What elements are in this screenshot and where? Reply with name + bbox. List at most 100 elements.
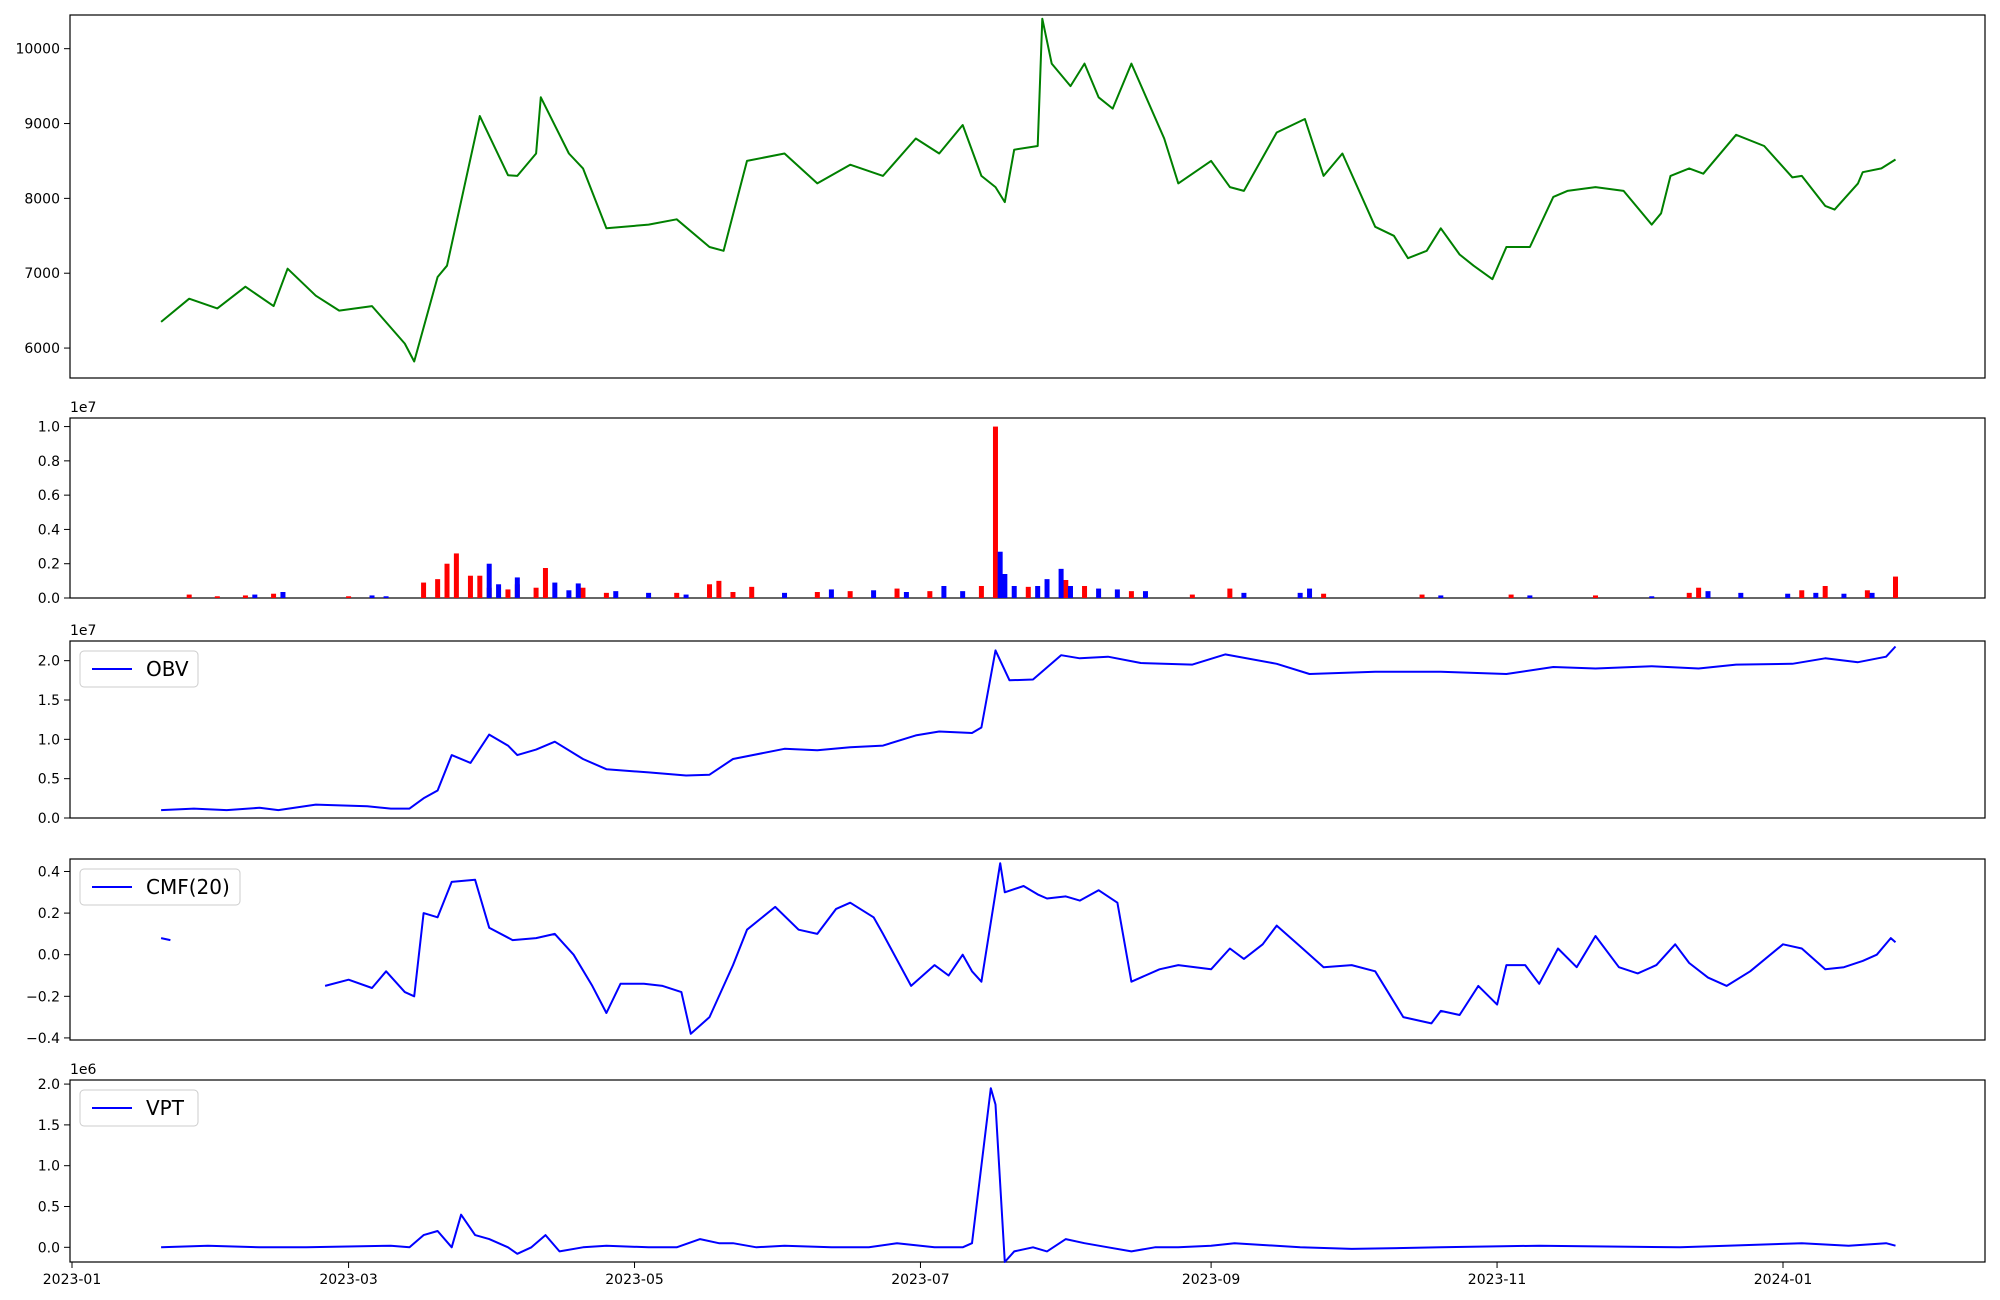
volume-panel: 0.0 0.2 0.4 0.6 0.8 1.0 1e7 [38, 400, 1986, 607]
volume-bar-down [1785, 593, 1791, 598]
vpt-panel: 0.0 0.5 1.0 1.5 2.0 1e6 VPT 2023-01 2023-03 2023-… [38, 1062, 1986, 1288]
y-tick-label: 1.5 [38, 1118, 60, 1134]
volume-bar-down [280, 592, 286, 598]
volume-bar-down [683, 594, 689, 598]
volume-bar-down [552, 582, 558, 598]
y-exponent-label: 1e6 [70, 1062, 97, 1078]
y-tick-label: 0.0 [38, 811, 60, 827]
volume-bar-up [730, 592, 736, 598]
price-series-line [160, 17, 1897, 363]
volume-bar-down [903, 592, 909, 598]
volume-bar-down [1067, 586, 1073, 598]
cmf-axes-frame [69, 858, 1986, 1041]
volume-bar-up [444, 563, 450, 598]
volume-bar-up [505, 589, 511, 598]
volume-bar-up [242, 595, 248, 598]
vpt-axes-frame [69, 1079, 1986, 1263]
volume-bar-up [927, 591, 933, 598]
volume-bar-up [214, 596, 220, 598]
x-tick-label: 2023-11 [1468, 1272, 1527, 1288]
volume-bar-up [1864, 590, 1870, 598]
y-tick-label: 8000 [24, 191, 60, 207]
volume-bar-up [542, 568, 548, 598]
y-tick-label: 0.8 [38, 454, 60, 470]
y-tick-label: 1.0 [38, 732, 60, 748]
volume-bar-up [894, 588, 900, 598]
y-tick-label: 1.0 [38, 1159, 60, 1175]
volume-bar-down [646, 592, 652, 598]
volume-bar-up [580, 587, 586, 598]
cmf-panel: −0.4 −0.2 0.0 0.2 0.4 CMF(20) [26, 858, 1986, 1047]
x-tick-label: 2023-03 [319, 1272, 378, 1288]
y-tick-label: 0.4 [38, 864, 60, 880]
volume-bar-down [1307, 588, 1313, 598]
price-axes-frame [69, 14, 1986, 379]
volume-bar-down [369, 595, 375, 598]
volume-bar-down [1869, 592, 1875, 598]
y-tick-label: 0.0 [38, 948, 60, 964]
y-tick-label: 2.0 [38, 1077, 60, 1093]
volume-bar-down [1096, 588, 1102, 598]
volume-bar-up [1063, 580, 1069, 598]
volume-bar-up [421, 582, 427, 598]
volume-bar-down [1035, 586, 1041, 598]
volume-bar-up [1893, 576, 1899, 598]
volume-bar-up [346, 596, 352, 598]
volume-bar-down [941, 586, 947, 598]
volume-bar-up [1592, 595, 1598, 598]
volume-bar-up [716, 580, 722, 598]
x-tick-label: 2023-05 [605, 1272, 664, 1288]
y-tick-label: 1.0 [38, 420, 60, 436]
cmf-series-line [160, 937, 171, 942]
volume-bar-down [1438, 595, 1444, 598]
volume-bar-up [533, 587, 539, 598]
y-tick-label: 1.5 [38, 693, 60, 709]
y-tick-label: −0.4 [26, 1031, 60, 1047]
y-tick-label: 6000 [24, 341, 60, 357]
y-tick-label: −0.2 [26, 989, 60, 1005]
volume-bar-up [453, 553, 459, 598]
vpt-series-line [161, 1087, 1896, 1263]
volume-bar-down [1738, 592, 1744, 598]
volume-bar-up [1508, 594, 1514, 598]
volume-bar-down [997, 551, 1003, 598]
volume-bar-down [383, 596, 389, 598]
volume-bar-down [1114, 589, 1120, 598]
y-exponent-label: 1e7 [70, 623, 96, 639]
volume-bar-down [1705, 591, 1711, 598]
volume-bar-up [435, 579, 441, 598]
volume-bar-up [477, 575, 483, 598]
legend-label: VPT [146, 1096, 185, 1120]
volume-bar-down [1142, 591, 1148, 598]
volume-bar-down [252, 594, 258, 598]
y-tick-label: 0.6 [38, 488, 60, 504]
price-panel: 6000 7000 8000 9000 10000 [15, 14, 1986, 379]
legend-label: CMF(20) [146, 875, 230, 899]
volume-bar-down [782, 592, 788, 598]
volume-bar-up [271, 593, 277, 598]
volume-bar-down [1058, 568, 1064, 598]
y-tick-label: 7000 [24, 266, 60, 282]
volume-bar-down [1813, 592, 1819, 598]
volume-bar-up [603, 592, 609, 598]
volume-bar-down [1002, 574, 1008, 598]
volume-bar-down [960, 591, 966, 598]
volume-bar-down [1297, 592, 1303, 598]
y-tick-label: 0.4 [38, 522, 60, 538]
volume-bar-down [1241, 592, 1247, 598]
volume-bar-up [1128, 591, 1134, 598]
y-tick-label: 0.0 [38, 591, 60, 607]
volume-bar-down [613, 591, 619, 598]
volume-bar-up [814, 592, 820, 598]
x-tick-label: 2023-09 [1182, 1272, 1241, 1288]
x-tick-label: 2023-07 [891, 1272, 950, 1288]
y-tick-label: 0.5 [38, 1200, 60, 1216]
y-tick-label: 0.2 [38, 557, 60, 573]
volume-bar-up [978, 586, 984, 598]
volume-bar-down [575, 583, 581, 598]
y-tick-label: 0.2 [38, 906, 60, 922]
volume-bar-up [1025, 586, 1031, 598]
y-tick-label: 10000 [15, 42, 60, 58]
volume-axes-frame [69, 417, 1986, 599]
